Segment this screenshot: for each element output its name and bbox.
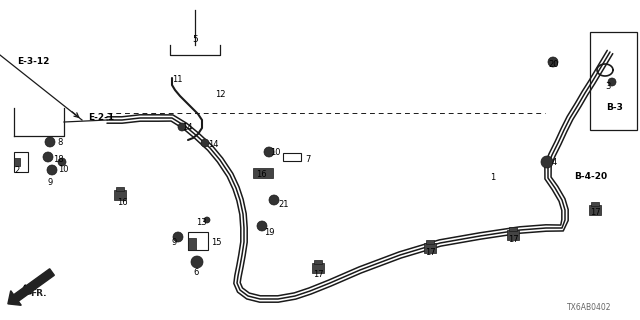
Circle shape — [173, 232, 183, 242]
Text: 3: 3 — [605, 82, 611, 91]
Circle shape — [191, 256, 203, 268]
Bar — [114, 190, 126, 200]
Text: FR.: FR. — [29, 289, 46, 298]
Text: 17: 17 — [425, 248, 435, 257]
Circle shape — [257, 221, 267, 231]
Text: 14: 14 — [182, 123, 193, 132]
Text: 13: 13 — [196, 218, 207, 227]
Text: TX6AB0402: TX6AB0402 — [567, 303, 611, 312]
Circle shape — [204, 217, 210, 223]
Text: 16: 16 — [117, 198, 127, 207]
Bar — [509, 227, 517, 231]
Circle shape — [58, 158, 66, 166]
Bar — [188, 232, 208, 250]
Text: 2: 2 — [14, 166, 19, 175]
Text: 9: 9 — [172, 238, 177, 247]
Bar — [188, 238, 196, 250]
Text: 5: 5 — [192, 35, 198, 44]
Text: B-3: B-3 — [606, 103, 623, 112]
Text: 17: 17 — [589, 208, 600, 217]
Text: 17: 17 — [508, 235, 518, 244]
Text: 8: 8 — [57, 138, 62, 147]
Bar — [426, 240, 434, 244]
Bar — [589, 205, 601, 215]
Bar — [116, 187, 124, 191]
Bar — [314, 260, 322, 264]
Text: E-3-12: E-3-12 — [17, 57, 49, 66]
Text: 4: 4 — [552, 158, 557, 167]
Bar — [283, 153, 301, 161]
Circle shape — [608, 78, 616, 86]
FancyArrow shape — [8, 269, 54, 305]
Circle shape — [201, 139, 209, 147]
Text: 10: 10 — [270, 148, 280, 157]
Bar — [14, 158, 20, 166]
Text: 17: 17 — [313, 270, 323, 279]
Text: 11: 11 — [172, 75, 182, 84]
Circle shape — [43, 152, 53, 162]
Text: 18: 18 — [53, 155, 63, 164]
Text: 10: 10 — [58, 165, 68, 174]
Text: 21: 21 — [278, 200, 289, 209]
Text: 9: 9 — [47, 178, 52, 187]
Circle shape — [45, 137, 55, 147]
Bar — [591, 202, 599, 206]
Circle shape — [264, 147, 274, 157]
Bar — [312, 263, 324, 273]
Circle shape — [47, 165, 57, 175]
Text: B-4-20: B-4-20 — [574, 172, 607, 181]
Text: 15: 15 — [211, 238, 221, 247]
Circle shape — [541, 156, 553, 168]
Bar — [590, 32, 637, 130]
Bar — [253, 168, 273, 178]
Text: 14: 14 — [208, 140, 218, 149]
Text: 19: 19 — [264, 228, 275, 237]
Text: 6: 6 — [193, 268, 198, 277]
Bar — [424, 243, 436, 253]
Circle shape — [178, 123, 186, 131]
Bar — [507, 230, 519, 240]
Text: 20: 20 — [548, 60, 559, 69]
Text: 12: 12 — [215, 90, 225, 99]
Text: 16: 16 — [256, 170, 267, 179]
Text: 1: 1 — [490, 173, 495, 182]
Circle shape — [269, 195, 279, 205]
Circle shape — [548, 57, 558, 67]
Bar — [14, 152, 28, 172]
Text: 7: 7 — [305, 155, 310, 164]
Text: E-2-1: E-2-1 — [88, 113, 114, 122]
